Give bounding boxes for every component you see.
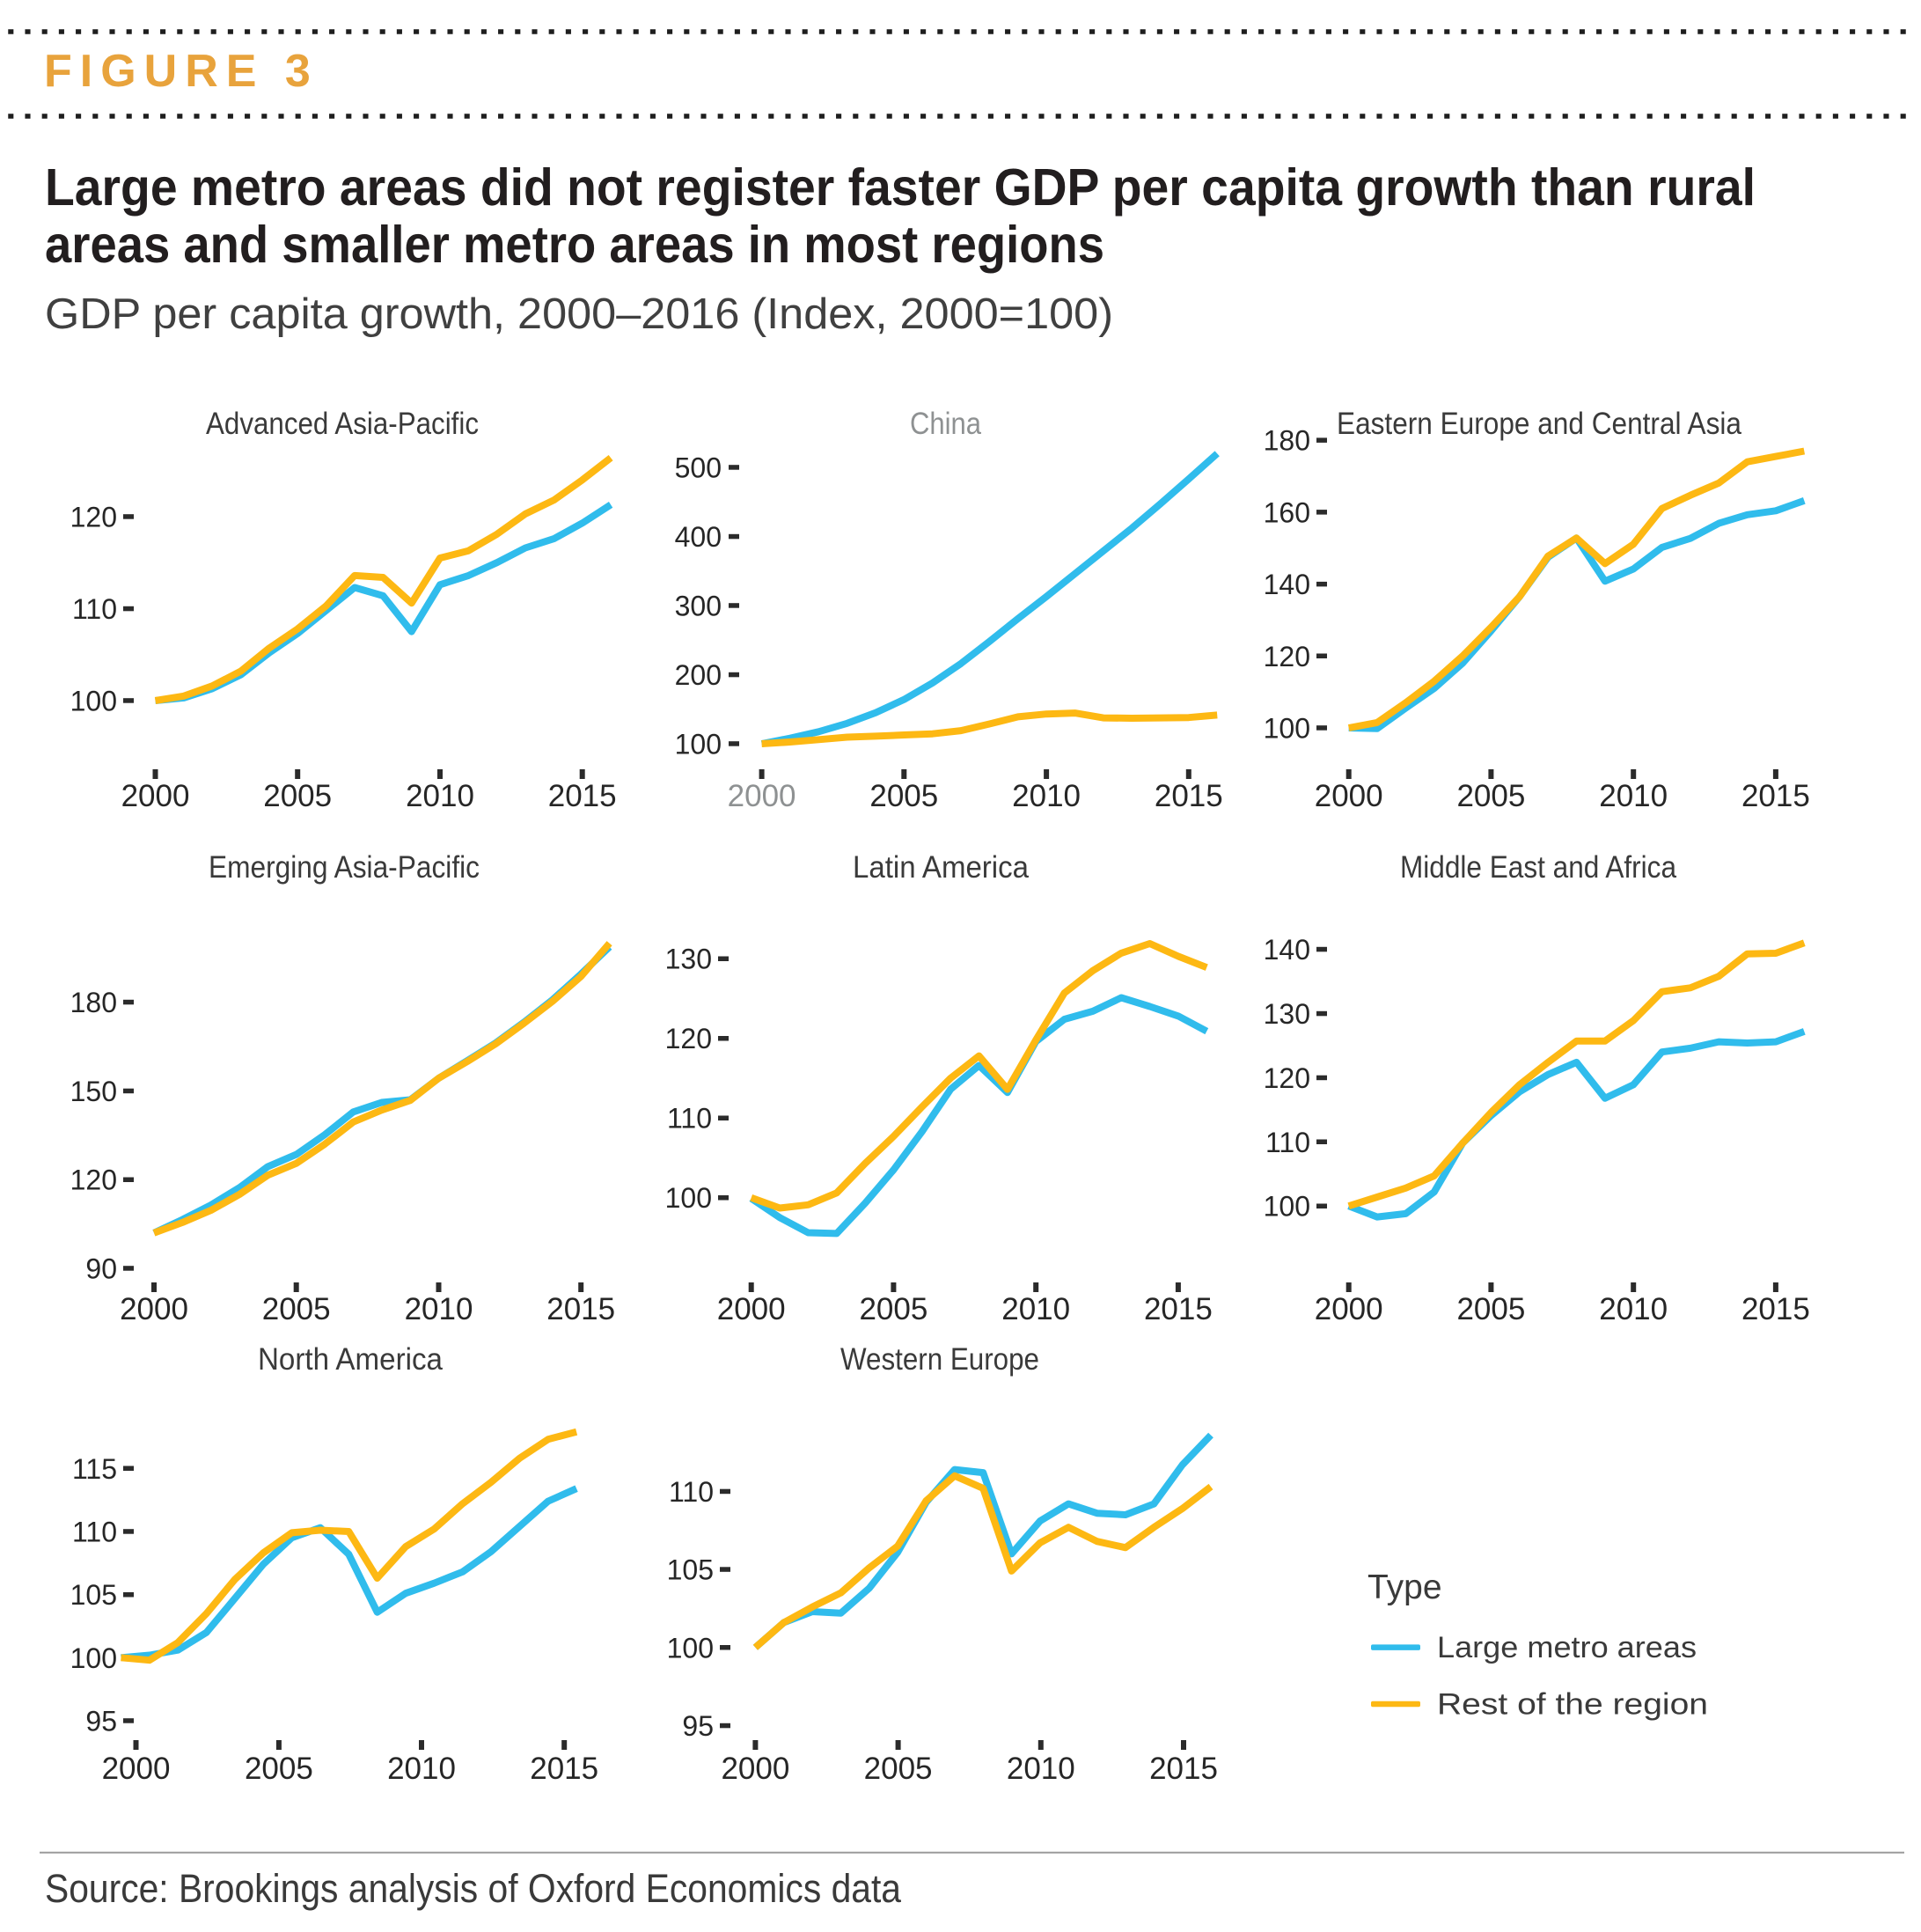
- svg-text:2010: 2010: [1001, 1292, 1070, 1326]
- svg-text:2010: 2010: [1012, 779, 1081, 813]
- svg-text:105: 105: [70, 1579, 117, 1611]
- svg-text:2015: 2015: [548, 779, 617, 813]
- svg-text:Rest of the region: Rest of the region: [1437, 1688, 1708, 1722]
- svg-text:2015: 2015: [1741, 1292, 1810, 1326]
- svg-text:500: 500: [675, 452, 722, 484]
- svg-text:2000: 2000: [121, 779, 190, 813]
- svg-text:160: 160: [1264, 496, 1310, 528]
- svg-text:120: 120: [70, 1164, 117, 1196]
- svg-text:180: 180: [70, 987, 117, 1018]
- svg-text:110: 110: [1265, 1127, 1310, 1158]
- svg-text:China: China: [910, 407, 981, 441]
- svg-text:2000: 2000: [120, 1292, 188, 1326]
- svg-text:Eastern Europe and Central Asi: Eastern Europe and Central Asia: [1337, 407, 1741, 441]
- svg-text:100: 100: [675, 729, 722, 760]
- svg-text:130: 130: [665, 944, 712, 975]
- svg-text:Advanced Asia-Pacific: Advanced Asia-Pacific: [206, 407, 479, 441]
- svg-text:95: 95: [85, 1706, 117, 1737]
- svg-text:2005: 2005: [263, 779, 332, 813]
- svg-text:2015: 2015: [546, 1292, 615, 1326]
- svg-text:110: 110: [667, 1103, 712, 1135]
- svg-text:2000: 2000: [717, 1292, 786, 1326]
- svg-text:2010: 2010: [1599, 1292, 1668, 1326]
- svg-text:2015: 2015: [1155, 779, 1223, 813]
- svg-text:2005: 2005: [245, 1752, 313, 1786]
- svg-text:Latin America: Latin America: [853, 850, 1029, 885]
- svg-text:130: 130: [1264, 998, 1310, 1030]
- svg-text:100: 100: [667, 1632, 714, 1664]
- svg-text:2010: 2010: [387, 1752, 456, 1786]
- svg-text:110: 110: [72, 1517, 117, 1548]
- svg-text:115: 115: [72, 1453, 117, 1485]
- svg-text:North America: North America: [258, 1342, 443, 1377]
- svg-text:2000: 2000: [728, 779, 796, 813]
- svg-text:Middle East and Africa: Middle East and Africa: [1400, 850, 1676, 885]
- svg-text:Western Europe: Western Europe: [840, 1342, 1039, 1377]
- svg-text:180: 180: [1264, 425, 1310, 457]
- svg-text:GDP per capita growth, 2000–20: GDP per capita growth, 2000–2016 (Index,…: [45, 290, 1113, 338]
- svg-text:2010: 2010: [405, 1292, 473, 1326]
- svg-text:100: 100: [70, 1642, 117, 1674]
- svg-text:Emerging Asia-Pacific: Emerging Asia-Pacific: [209, 850, 480, 885]
- svg-text:2010: 2010: [1599, 779, 1668, 813]
- svg-text:100: 100: [70, 686, 117, 717]
- svg-text:2015: 2015: [1144, 1292, 1213, 1326]
- svg-text:140: 140: [1264, 569, 1310, 600]
- svg-text:105: 105: [667, 1554, 714, 1586]
- svg-text:2015: 2015: [1149, 1752, 1218, 1786]
- svg-text:200: 200: [675, 659, 722, 691]
- svg-text:2010: 2010: [1007, 1752, 1075, 1786]
- svg-text:2005: 2005: [864, 1752, 933, 1786]
- svg-text:Large metro areas did not regi: Large metro areas did not register faste…: [45, 158, 1756, 217]
- svg-text:2005: 2005: [859, 1292, 928, 1326]
- svg-text:Type: Type: [1367, 1568, 1442, 1606]
- svg-text:110: 110: [72, 593, 117, 625]
- svg-text:areas and smaller metro areas: areas and smaller metro areas in most re…: [45, 216, 1104, 274]
- svg-text:95: 95: [682, 1710, 714, 1742]
- svg-text:2015: 2015: [1741, 779, 1810, 813]
- svg-text:100: 100: [1264, 1191, 1310, 1223]
- svg-text:Source: Brookings analysis of: Source: Brookings analysis of Oxford Eco…: [45, 1866, 902, 1911]
- svg-text:100: 100: [1264, 713, 1310, 745]
- svg-text:2010: 2010: [406, 779, 474, 813]
- svg-text:2015: 2015: [530, 1752, 598, 1786]
- svg-text:2005: 2005: [869, 779, 938, 813]
- svg-text:150: 150: [70, 1076, 117, 1107]
- svg-text:90: 90: [85, 1253, 117, 1285]
- svg-text:100: 100: [665, 1182, 712, 1214]
- svg-text:110: 110: [669, 1476, 714, 1508]
- svg-text:120: 120: [1264, 641, 1310, 672]
- svg-text:2005: 2005: [1456, 779, 1525, 813]
- svg-text:2000: 2000: [721, 1752, 789, 1786]
- svg-text:300: 300: [675, 591, 722, 622]
- svg-text:120: 120: [70, 502, 117, 533]
- svg-text:2005: 2005: [1456, 1292, 1525, 1326]
- svg-text:120: 120: [1264, 1062, 1310, 1094]
- svg-text:2000: 2000: [1315, 1292, 1383, 1326]
- svg-text:2000: 2000: [102, 1752, 171, 1786]
- svg-text:2005: 2005: [262, 1292, 331, 1326]
- svg-text:400: 400: [675, 521, 722, 553]
- svg-text:FIGURE 3: FIGURE 3: [44, 46, 319, 97]
- svg-text:140: 140: [1264, 934, 1310, 966]
- svg-text:2000: 2000: [1315, 779, 1383, 813]
- svg-text:Large metro areas: Large metro areas: [1437, 1631, 1697, 1664]
- svg-text:120: 120: [665, 1023, 712, 1054]
